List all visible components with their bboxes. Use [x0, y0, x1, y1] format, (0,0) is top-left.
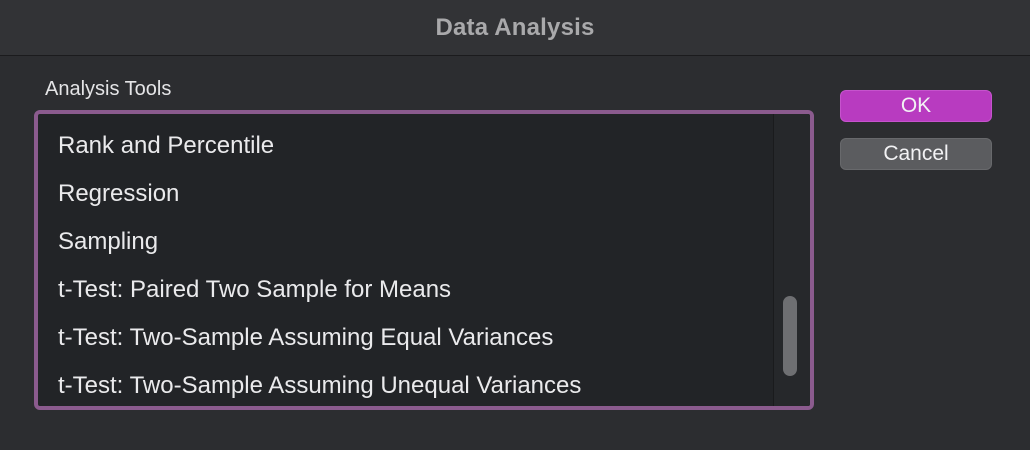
cancel-button[interactable]: Cancel: [840, 138, 992, 170]
scrollbar-thumb[interactable]: [783, 296, 797, 376]
analysis-tools-label: Analysis Tools: [45, 78, 172, 100]
analysis-tools-listbox[interactable]: Rank and Percentile Regression Sampling …: [34, 110, 814, 410]
list-item-t-test-equal-variances[interactable]: t-Test: Two-Sample Assuming Equal Varian…: [58, 324, 554, 351]
ok-button[interactable]: OK: [840, 90, 992, 122]
list-item-sampling[interactable]: Sampling: [58, 228, 159, 255]
list-item-regression[interactable]: Regression: [58, 180, 180, 207]
list-item-t-test-unequal-variances[interactable]: t-Test: Two-Sample Assuming Unequal Vari…: [58, 372, 582, 399]
vertical-scrollbar[interactable]: [773, 114, 810, 406]
list-item-rank-and-percentile[interactable]: Rank and Percentile: [58, 132, 275, 159]
list-item-t-test-paired[interactable]: t-Test: Paired Two Sample for Means: [58, 276, 452, 303]
analysis-tools-list: Rank and Percentile Regression Sampling …: [38, 114, 774, 406]
title-bar[interactable]: Data Analysis: [0, 0, 1030, 56]
dialog-title: Data Analysis: [435, 13, 595, 41]
